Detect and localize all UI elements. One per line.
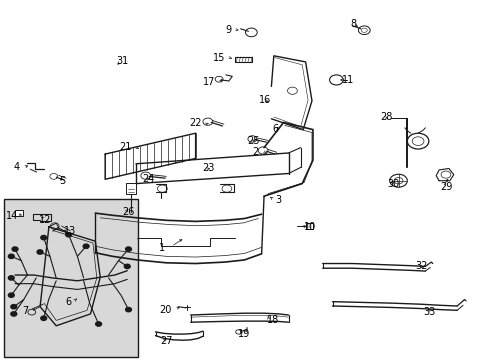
Text: 10: 10: [304, 222, 316, 232]
Text: 24: 24: [142, 174, 154, 184]
Text: 9: 9: [225, 24, 231, 35]
Text: 2: 2: [251, 147, 258, 157]
Text: 15: 15: [212, 53, 224, 63]
Text: 5: 5: [60, 176, 66, 186]
Text: 29: 29: [439, 182, 451, 192]
Text: 19: 19: [237, 329, 249, 339]
Circle shape: [8, 293, 14, 297]
Circle shape: [124, 264, 130, 269]
Text: 6: 6: [272, 124, 279, 134]
Text: 27: 27: [160, 336, 173, 346]
Text: 31: 31: [116, 56, 128, 66]
Circle shape: [12, 247, 18, 251]
Text: 6: 6: [65, 297, 71, 307]
Text: 7: 7: [22, 306, 28, 316]
Circle shape: [37, 250, 43, 254]
Text: 8: 8: [349, 19, 356, 30]
Text: 4: 4: [13, 162, 20, 172]
Text: 17: 17: [203, 77, 215, 87]
Circle shape: [65, 233, 71, 237]
Text: 28: 28: [380, 112, 392, 122]
Text: 33: 33: [422, 307, 434, 318]
Text: 21: 21: [120, 142, 132, 152]
Text: 26: 26: [122, 207, 134, 217]
Text: 23: 23: [202, 163, 214, 174]
Bar: [15, 210, 23, 216]
Text: 20: 20: [159, 305, 171, 315]
Text: 18: 18: [266, 315, 278, 325]
Circle shape: [96, 322, 102, 326]
Text: 3: 3: [274, 195, 281, 205]
Circle shape: [125, 247, 131, 251]
Bar: [126, 183, 136, 194]
Circle shape: [8, 276, 14, 280]
Circle shape: [83, 244, 89, 248]
Circle shape: [8, 254, 14, 258]
Text: 13: 13: [63, 226, 76, 236]
Circle shape: [125, 307, 131, 312]
Circle shape: [41, 316, 46, 320]
Text: 14: 14: [6, 211, 19, 221]
Bar: [4, 199, 138, 357]
Text: 16: 16: [259, 95, 271, 105]
Text: 22: 22: [188, 118, 201, 128]
Circle shape: [11, 305, 17, 309]
Text: 12: 12: [39, 215, 51, 225]
Circle shape: [11, 312, 17, 316]
Text: 32: 32: [415, 261, 427, 271]
Text: 25: 25: [247, 136, 260, 146]
Text: 30: 30: [387, 179, 399, 189]
Circle shape: [41, 235, 46, 240]
Text: 1: 1: [159, 243, 165, 253]
Text: 11: 11: [342, 75, 354, 85]
